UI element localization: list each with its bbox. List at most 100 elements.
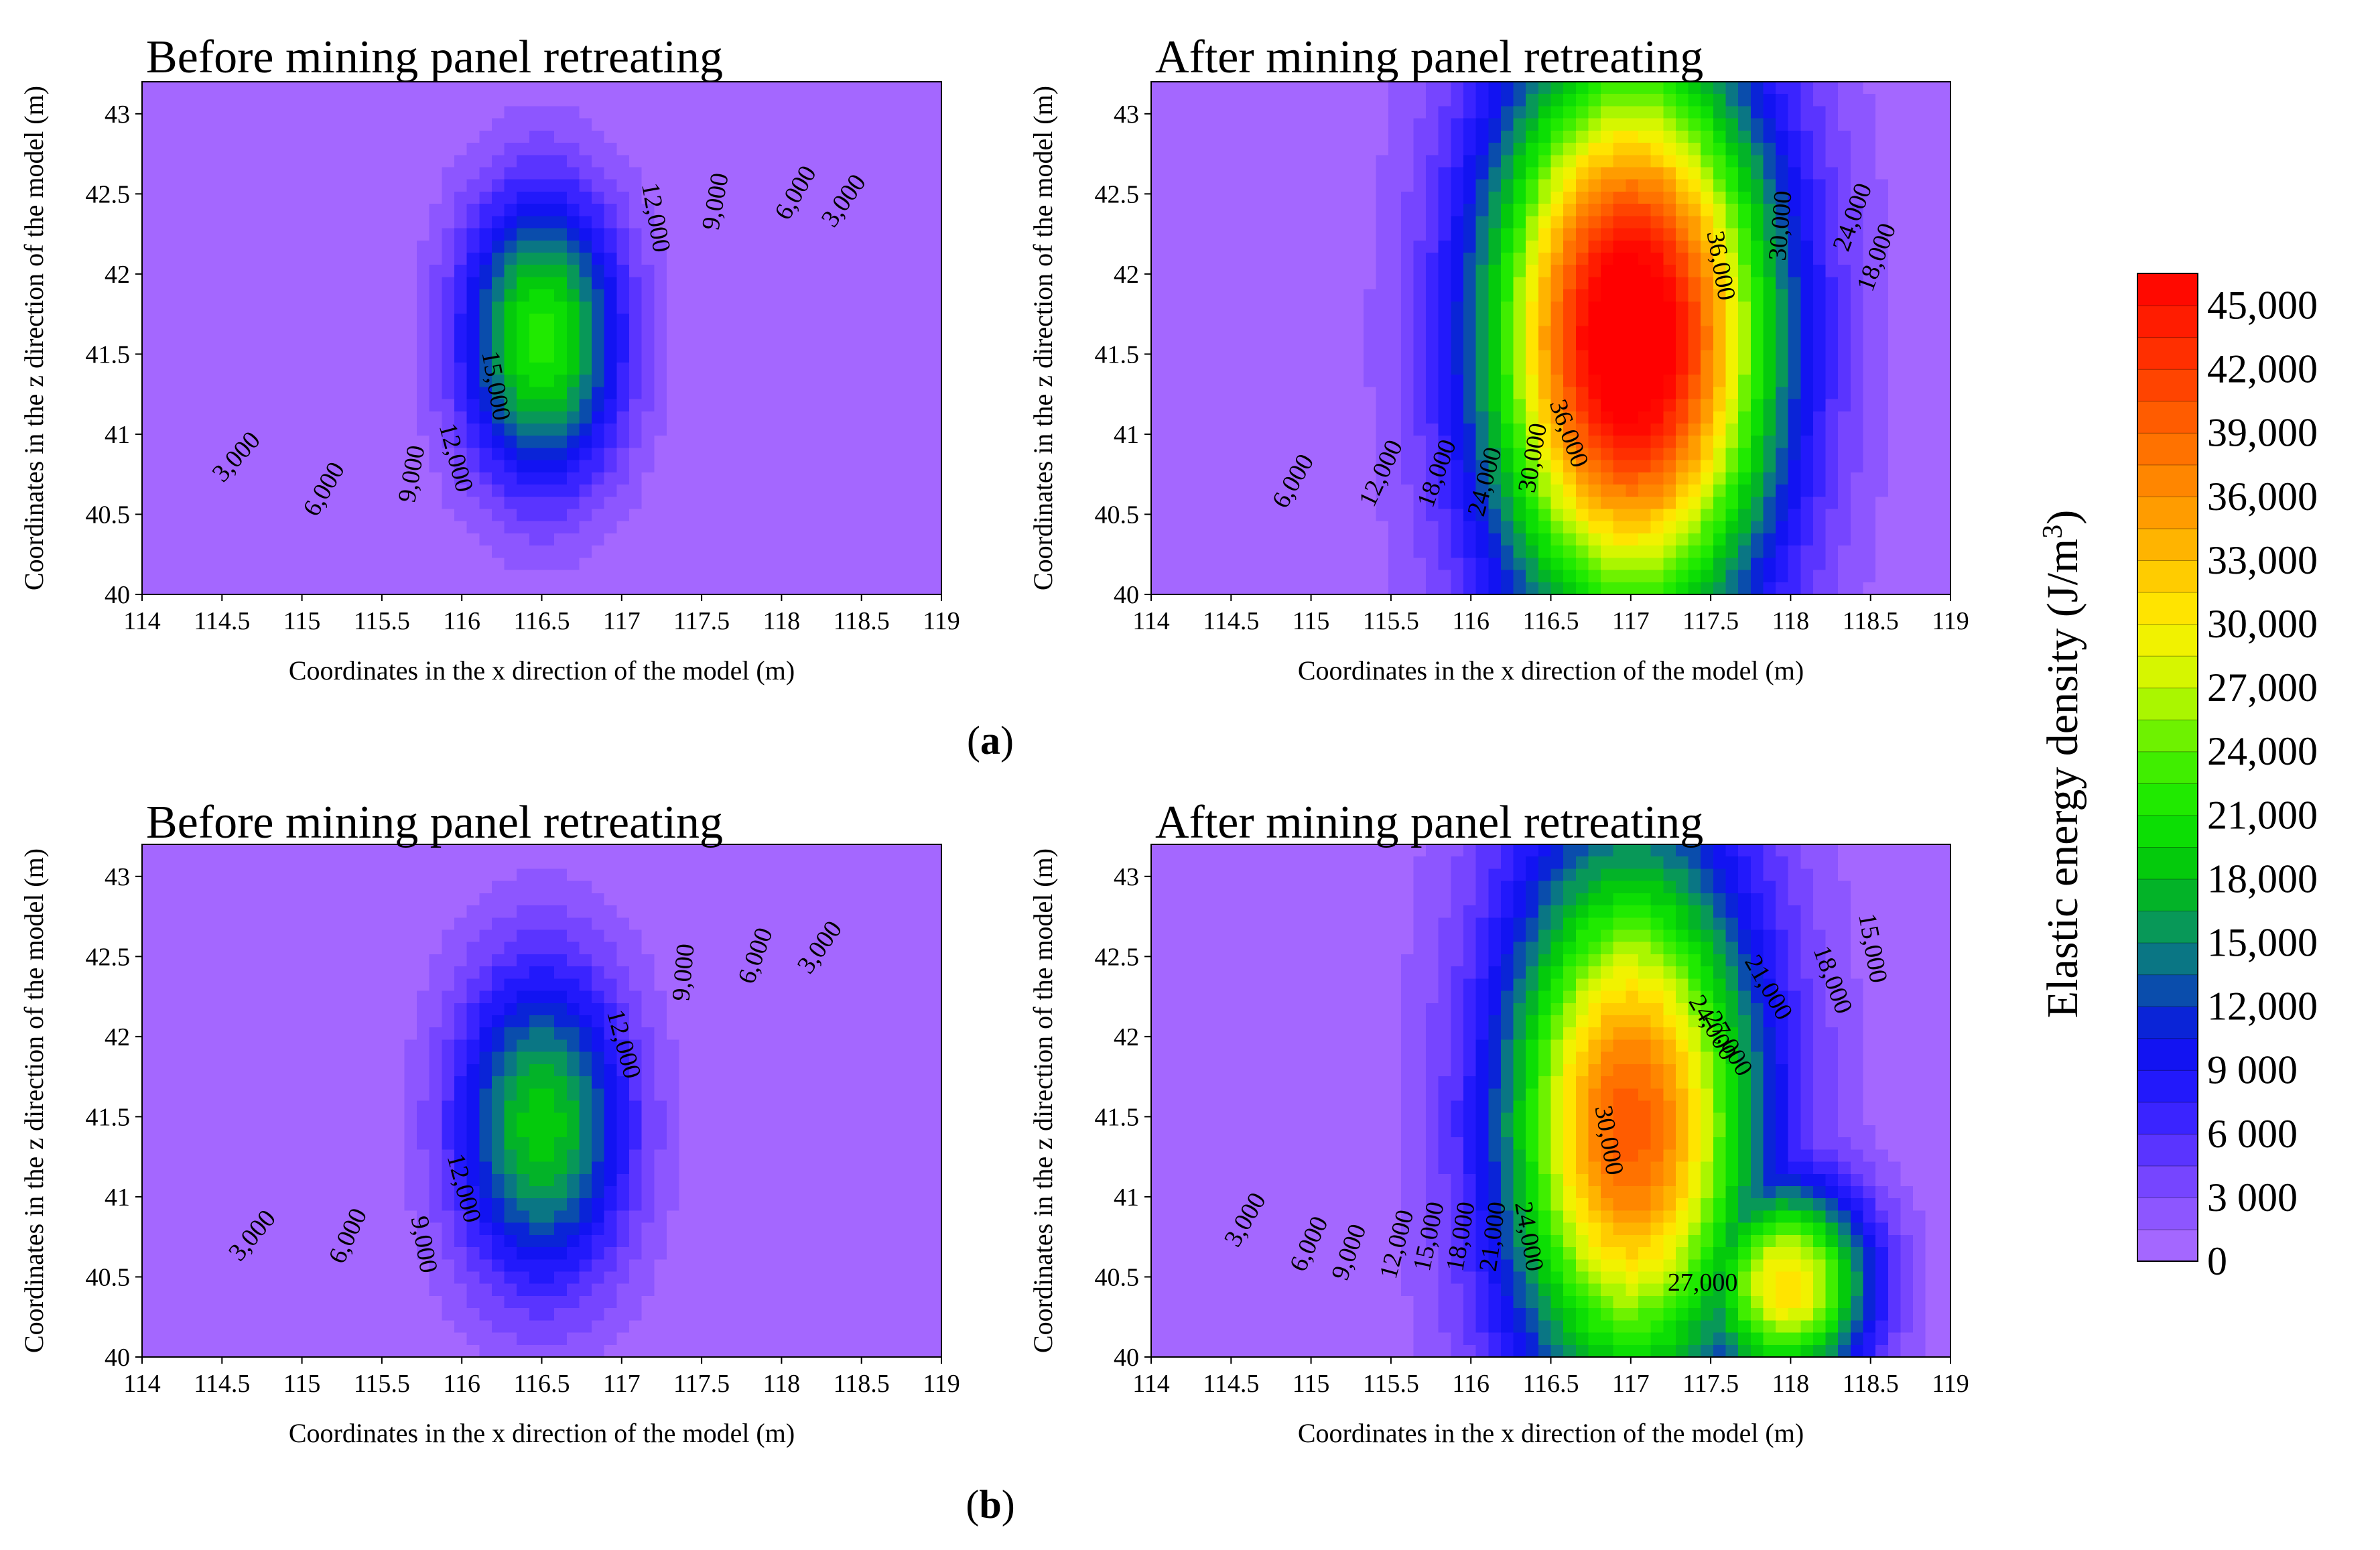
contour-cell bbox=[491, 326, 505, 339]
contour-cell bbox=[454, 314, 468, 327]
contour-cell bbox=[1688, 240, 1701, 253]
contour-cell bbox=[491, 387, 505, 400]
contour-cell bbox=[916, 521, 930, 534]
contour-cell bbox=[1400, 399, 1414, 412]
contour-cell bbox=[1575, 167, 1589, 180]
contour-cell bbox=[192, 94, 205, 107]
contour-cell bbox=[491, 289, 505, 302]
contour-cell bbox=[1213, 472, 1227, 485]
contour-cell bbox=[1276, 265, 1289, 278]
contour-cell bbox=[179, 436, 193, 449]
contour-cell bbox=[878, 521, 892, 534]
contour-cell bbox=[204, 521, 218, 534]
contour-cell bbox=[1376, 558, 1389, 571]
contour-cell bbox=[1238, 143, 1252, 156]
contour-cell bbox=[904, 130, 917, 143]
contour-cell bbox=[554, 155, 568, 168]
contour-cell bbox=[1288, 143, 1302, 156]
contour-cell bbox=[679, 362, 692, 375]
contour-cell bbox=[541, 387, 555, 400]
contour-cell bbox=[1263, 216, 1277, 229]
contour-cell bbox=[1588, 424, 1601, 437]
contour-cell bbox=[1750, 240, 1764, 253]
contour-cell bbox=[529, 338, 543, 351]
contour-cell bbox=[1363, 326, 1377, 339]
contour-cell bbox=[1750, 436, 1764, 449]
contour-cell bbox=[1238, 424, 1252, 437]
contour-cell bbox=[204, 118, 218, 131]
contour-cell bbox=[616, 143, 630, 156]
contour-cell bbox=[904, 460, 917, 473]
contour-cell bbox=[878, 582, 892, 595]
contour-cell bbox=[579, 545, 592, 559]
contour-cell bbox=[379, 411, 393, 424]
contour-cell bbox=[279, 350, 293, 363]
contour-cell bbox=[1513, 216, 1527, 229]
contour-cell bbox=[916, 240, 930, 253]
contour-cell bbox=[854, 545, 867, 559]
contour-cell bbox=[279, 338, 293, 351]
contour-cell bbox=[254, 338, 268, 351]
contour-cell bbox=[592, 338, 605, 351]
contour-cell bbox=[354, 326, 368, 339]
contour-cell bbox=[417, 350, 430, 363]
contour-cell bbox=[741, 143, 755, 156]
contour-cell bbox=[1288, 362, 1302, 375]
contour-cell bbox=[304, 436, 318, 449]
contour-cell bbox=[1800, 399, 1814, 412]
contour-cell bbox=[442, 558, 455, 571]
contour-cell bbox=[691, 155, 705, 168]
contour-cell bbox=[779, 375, 793, 388]
contour-cell bbox=[1213, 228, 1227, 241]
contour-cell bbox=[679, 155, 692, 168]
contour-cell bbox=[1376, 387, 1389, 400]
contour-cell bbox=[1812, 118, 1827, 131]
contour-cell bbox=[404, 509, 417, 522]
contour-cell bbox=[754, 509, 767, 522]
contour-cell bbox=[666, 375, 680, 388]
contour-cell bbox=[391, 240, 405, 253]
contour-cell bbox=[491, 204, 505, 217]
contour-cell bbox=[1713, 301, 1727, 314]
contour-cell bbox=[367, 204, 380, 217]
contour-cell bbox=[342, 289, 355, 302]
contour-cell bbox=[1725, 253, 1739, 266]
contour-cell bbox=[442, 582, 455, 595]
contour-cell bbox=[691, 289, 705, 302]
contour-cell bbox=[1675, 362, 1689, 375]
contour-cell bbox=[1400, 289, 1414, 302]
contour-cell bbox=[1725, 301, 1739, 314]
contour-cell bbox=[541, 533, 555, 546]
contour-cell bbox=[517, 253, 530, 266]
contour-cell bbox=[866, 362, 880, 375]
contour-cell bbox=[316, 362, 330, 375]
contour-cell bbox=[1188, 411, 1202, 424]
contour-cell bbox=[142, 485, 155, 498]
contour-cell bbox=[1351, 204, 1364, 217]
contour-cell bbox=[579, 558, 592, 571]
contour-cell bbox=[517, 545, 530, 559]
contour-cell bbox=[1526, 265, 1539, 278]
contour-cell bbox=[929, 326, 942, 339]
contour-cell bbox=[442, 521, 455, 534]
contour-cell bbox=[929, 167, 942, 180]
contour-cell bbox=[1151, 265, 1165, 278]
contour-cell bbox=[916, 411, 930, 424]
contour-cell bbox=[1613, 216, 1627, 229]
contour-cell bbox=[504, 228, 518, 241]
contour-cell bbox=[1601, 240, 1614, 253]
contour-cell bbox=[1276, 301, 1289, 314]
contour-cell bbox=[379, 387, 393, 400]
contour-cell bbox=[616, 326, 630, 339]
contour-cell bbox=[1251, 253, 1264, 266]
contour-cell bbox=[1588, 411, 1601, 424]
contour-cell bbox=[779, 472, 793, 485]
contour-cell bbox=[1325, 314, 1339, 327]
contour-cell bbox=[779, 106, 793, 119]
contour-cell bbox=[854, 460, 867, 473]
contour-cell bbox=[229, 533, 243, 546]
contour-cell bbox=[342, 143, 355, 156]
contour-cell bbox=[1226, 253, 1240, 266]
contour-cell bbox=[291, 472, 306, 485]
contour-cell bbox=[566, 228, 580, 241]
